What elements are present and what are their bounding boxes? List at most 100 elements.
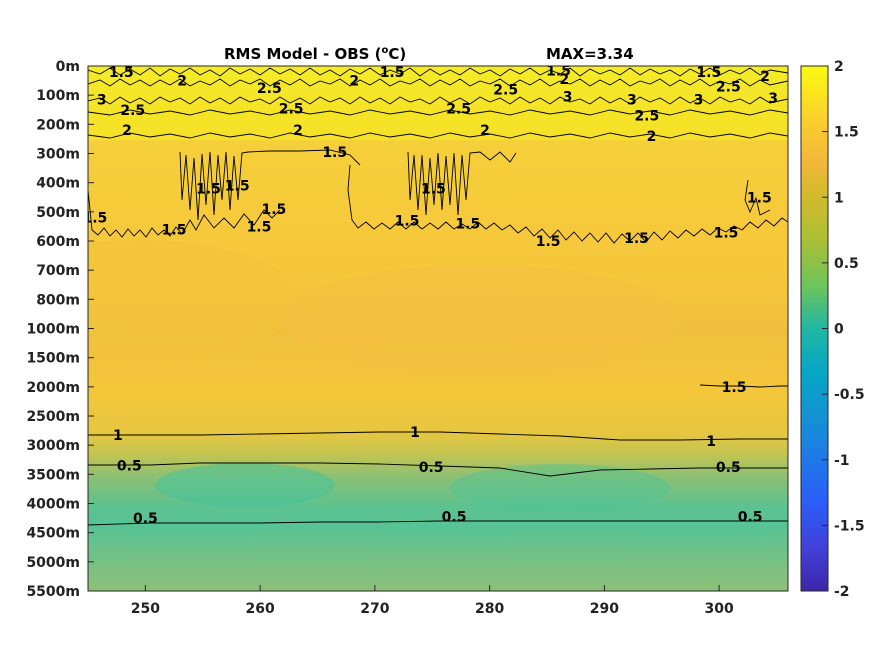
contour-label: 0.5 bbox=[442, 510, 467, 526]
y-tick-label: 0m bbox=[56, 59, 80, 75]
colorbar-ticks: 2 1.5 1 0.5 0 -0.5 -1 -1.5 -2 bbox=[822, 59, 865, 600]
y-tick-label: 2000m bbox=[26, 380, 80, 396]
y-tick-label: 1500m bbox=[26, 351, 80, 367]
contour-label: 2 bbox=[293, 123, 303, 139]
contour-label: 2 bbox=[559, 72, 569, 88]
contour-label: 1.5 bbox=[322, 145, 347, 161]
contour-label: 2 bbox=[177, 74, 187, 90]
colorbar-tick-label: -0.5 bbox=[834, 387, 865, 403]
colorbar-tick-label: -1 bbox=[834, 453, 850, 469]
contour-label: 1.5 bbox=[247, 219, 272, 235]
contour-label: 1.5 bbox=[162, 222, 187, 238]
contour-label: 0.5 bbox=[117, 459, 142, 475]
warm-patch bbox=[280, 265, 680, 375]
colorbar-tick-label: 0.5 bbox=[834, 256, 859, 272]
x-tick-label: 300 bbox=[705, 601, 734, 617]
contour-label: 0.5 bbox=[133, 511, 158, 527]
contour-label: 1.5 bbox=[395, 214, 420, 230]
contour-label: 1.5 bbox=[380, 65, 405, 81]
y-tick-label: 500m bbox=[36, 205, 80, 221]
y-tick-label: 3000m bbox=[26, 438, 80, 454]
upper-bright-band bbox=[88, 95, 788, 140]
contour-label: 3 bbox=[97, 93, 107, 109]
y-tick-label: 100m bbox=[36, 88, 80, 104]
contour-label: 2.5 bbox=[446, 101, 471, 117]
contour-label: 1.5 bbox=[82, 211, 107, 227]
contour-1-5-arc bbox=[247, 149, 361, 166]
contour-label: 1.5 bbox=[196, 182, 221, 198]
colorbar-tick-label: -2 bbox=[834, 584, 850, 600]
contour-2-top bbox=[88, 78, 788, 87]
contour-label: 2 bbox=[349, 74, 359, 90]
contour-label: 2.5 bbox=[634, 109, 659, 125]
contour-label: 1.5 bbox=[696, 65, 721, 81]
y-tick-label: 3500m bbox=[26, 467, 80, 483]
plot-area: 1.521.5 1.52 1.5 222.5 2.5 2.53 3 3 3 32.5 2.5 2.5 2… bbox=[82, 63, 789, 592]
y-tick-label: 4000m bbox=[26, 497, 80, 513]
y-tick-label: 300m bbox=[36, 147, 80, 163]
y-tick-label: 600m bbox=[36, 234, 80, 250]
contour-label: 0.5 bbox=[738, 510, 763, 526]
contour-label: 0.5 bbox=[419, 460, 444, 476]
y-tick-label: 400m bbox=[36, 176, 80, 192]
contour-label: 1 bbox=[113, 428, 123, 444]
contour-label: 3 bbox=[563, 90, 573, 106]
contour-2-lower bbox=[88, 132, 788, 139]
colorbar: 2 1.5 1 0.5 0 -0.5 -1 -1.5 -2 bbox=[800, 59, 865, 600]
x-tick-label: 250 bbox=[131, 601, 160, 617]
cool-patch bbox=[450, 464, 670, 512]
contour-label: 0.5 bbox=[716, 460, 741, 476]
x-tick-label: 290 bbox=[590, 601, 619, 617]
contour-1-5-plume-left bbox=[179, 151, 249, 221]
contour-label: 1.5 bbox=[624, 231, 649, 247]
contour-label: 1.5 bbox=[225, 179, 250, 195]
x-axis: 250 260 270 280 290 300 bbox=[131, 585, 734, 617]
contour-1-5-right-small bbox=[744, 179, 771, 216]
y-tick-label: 800m bbox=[36, 292, 80, 308]
contour-1 bbox=[88, 431, 788, 441]
contour-label: 2.5 bbox=[279, 101, 304, 117]
contour-1-5-top bbox=[88, 67, 788, 77]
warm-patch bbox=[88, 240, 300, 360]
contour-label: 1 bbox=[410, 425, 420, 441]
colorbar-tick-label: 2 bbox=[834, 59, 844, 75]
contour-label: 1.5 bbox=[455, 217, 480, 233]
x-tick-label: 280 bbox=[475, 601, 504, 617]
x-tick-label: 260 bbox=[246, 601, 275, 617]
contour-label: 3 bbox=[627, 93, 637, 109]
y-tick-label: 200m bbox=[36, 117, 80, 133]
contour-2-5-top bbox=[88, 96, 788, 105]
y-tick-label: 700m bbox=[36, 263, 80, 279]
y-tick-label: 4500m bbox=[26, 526, 80, 542]
x-tick-label: 270 bbox=[360, 601, 389, 617]
contour-0-5-lower bbox=[88, 520, 788, 526]
y-tick-label: 5000m bbox=[26, 555, 80, 571]
y-tick-label: 5500m bbox=[26, 584, 80, 600]
contour-label: 2.5 bbox=[257, 81, 282, 97]
contour-label: 2 bbox=[480, 123, 490, 139]
contour-1-5-plume-right bbox=[407, 151, 517, 216]
contour-label: 1 bbox=[706, 434, 716, 450]
y-axis: 0m 100m 200m 300m 400m 500m 600m 700m 800m 1000m 1… bbox=[26, 59, 94, 600]
contour-1-5-deep bbox=[699, 384, 788, 388]
contour-2-5-lower bbox=[88, 109, 788, 116]
cool-patch bbox=[155, 463, 335, 507]
colorbar-tick-label: -1.5 bbox=[834, 518, 865, 534]
contour-label: 1.5 bbox=[536, 234, 561, 250]
contour-label: 1.5 bbox=[546, 63, 571, 79]
contour-label: 2.5 bbox=[120, 103, 145, 119]
contour-label: 2 bbox=[647, 129, 657, 145]
contour-label: 2.5 bbox=[493, 82, 518, 98]
contour-label: 2 bbox=[760, 69, 770, 85]
colorbar-tick-label: 1.5 bbox=[834, 125, 859, 141]
contour-labels: 1.521.5 1.52 1.5 222.5 2.5 2.53 3 3 3 32.5 2.5 2.5 2… bbox=[82, 63, 778, 527]
colorbar-tick-label: 1 bbox=[834, 190, 844, 206]
contour-label: 1.5 bbox=[421, 182, 446, 198]
chart-title: RMS Model - OBS (oC) bbox=[224, 45, 406, 63]
contour-label: 1.5 bbox=[747, 190, 772, 206]
contour-label: 2.5 bbox=[716, 79, 741, 95]
contour-label: 1.5 bbox=[722, 380, 747, 396]
contour-label: 3 bbox=[768, 91, 778, 107]
contour-label: 1.5 bbox=[109, 65, 134, 81]
